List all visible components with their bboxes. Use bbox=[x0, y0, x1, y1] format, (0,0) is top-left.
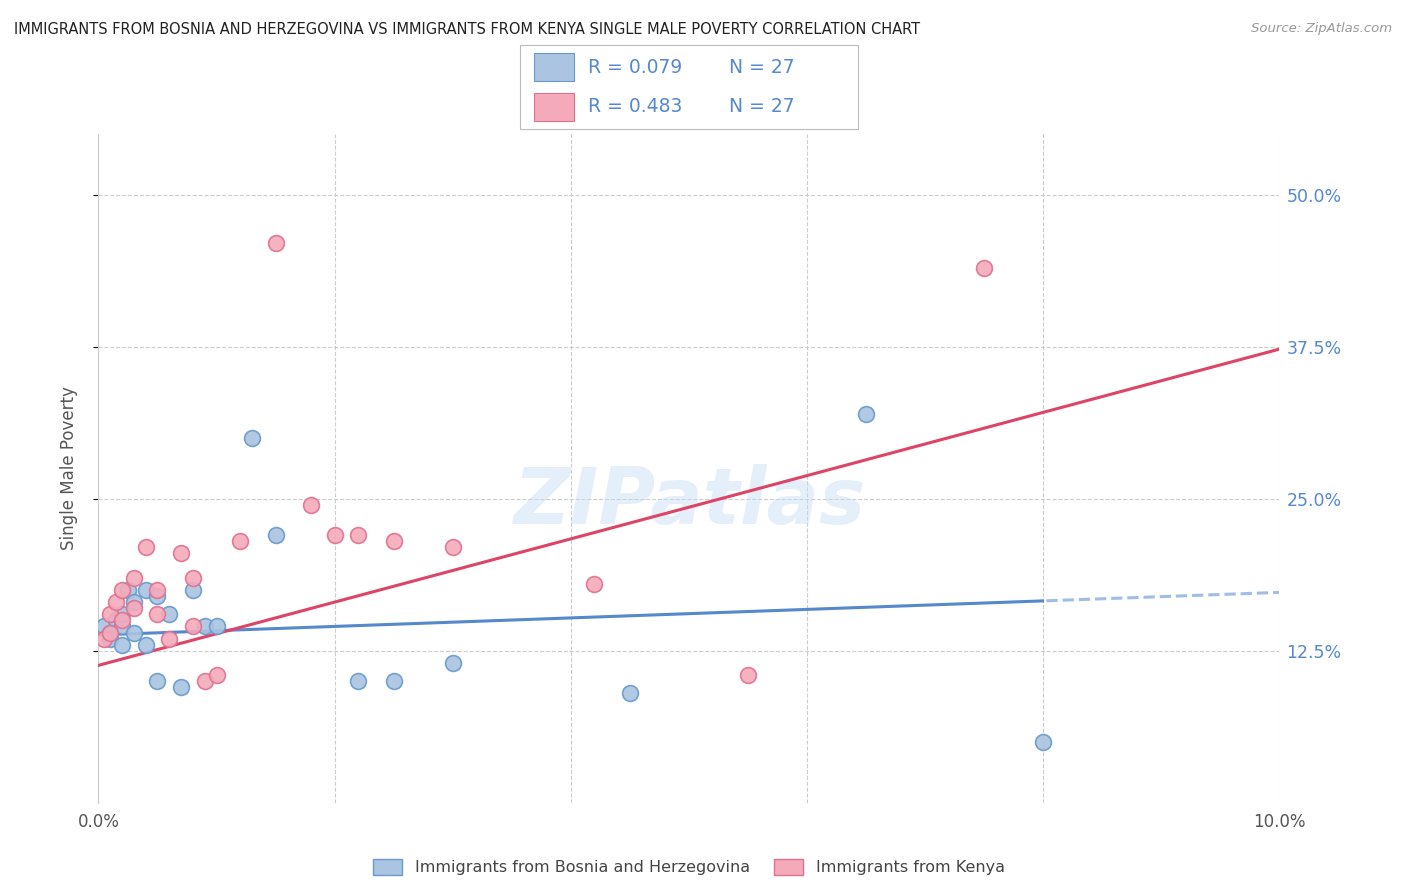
Point bbox=[122, 601, 145, 615]
Point bbox=[619, 686, 641, 700]
Point bbox=[98, 625, 121, 640]
Point bbox=[205, 668, 228, 682]
Point bbox=[146, 607, 169, 622]
Point bbox=[1032, 735, 1054, 749]
Point bbox=[264, 236, 287, 251]
Point bbox=[194, 674, 217, 689]
Point bbox=[111, 613, 134, 627]
Point bbox=[299, 498, 322, 512]
Point bbox=[323, 528, 346, 542]
Point bbox=[264, 528, 287, 542]
Point bbox=[382, 534, 405, 549]
Point bbox=[146, 582, 169, 597]
Point bbox=[240, 431, 263, 445]
Y-axis label: Single Male Poverty: Single Male Poverty bbox=[59, 386, 77, 550]
Point bbox=[98, 632, 121, 646]
Point bbox=[441, 541, 464, 555]
Legend: Immigrants from Bosnia and Herzegovina, Immigrants from Kenya: Immigrants from Bosnia and Herzegovina, … bbox=[367, 853, 1011, 882]
Point bbox=[441, 656, 464, 670]
FancyBboxPatch shape bbox=[534, 93, 574, 120]
Text: Source: ZipAtlas.com: Source: ZipAtlas.com bbox=[1251, 22, 1392, 36]
Point bbox=[111, 638, 134, 652]
FancyBboxPatch shape bbox=[520, 45, 858, 129]
Point bbox=[122, 625, 145, 640]
Point bbox=[737, 668, 759, 682]
Point bbox=[382, 674, 405, 689]
Point bbox=[105, 595, 128, 609]
Point bbox=[111, 582, 134, 597]
Point bbox=[229, 534, 252, 549]
Text: ZIPatlas: ZIPatlas bbox=[513, 464, 865, 540]
Point bbox=[146, 589, 169, 603]
Text: R = 0.483: R = 0.483 bbox=[588, 97, 682, 116]
Point bbox=[98, 607, 121, 622]
Point bbox=[135, 541, 157, 555]
Point bbox=[93, 619, 115, 633]
Point bbox=[146, 674, 169, 689]
Point bbox=[347, 674, 370, 689]
Point bbox=[105, 613, 128, 627]
Point bbox=[135, 638, 157, 652]
Text: N = 27: N = 27 bbox=[730, 58, 794, 77]
Point bbox=[181, 571, 204, 585]
Point bbox=[855, 407, 877, 421]
Point bbox=[111, 607, 134, 622]
Point bbox=[111, 619, 134, 633]
Point bbox=[205, 619, 228, 633]
Point bbox=[135, 582, 157, 597]
Point bbox=[157, 632, 180, 646]
Point bbox=[181, 582, 204, 597]
Point bbox=[347, 528, 370, 542]
Point bbox=[157, 607, 180, 622]
Point bbox=[583, 577, 606, 591]
Text: IMMIGRANTS FROM BOSNIA AND HERZEGOVINA VS IMMIGRANTS FROM KENYA SINGLE MALE POVE: IMMIGRANTS FROM BOSNIA AND HERZEGOVINA V… bbox=[14, 22, 920, 37]
Point bbox=[973, 260, 995, 275]
Point bbox=[122, 595, 145, 609]
Point bbox=[98, 625, 121, 640]
Point bbox=[181, 619, 204, 633]
Point bbox=[194, 619, 217, 633]
Text: N = 27: N = 27 bbox=[730, 97, 794, 116]
Text: R = 0.079: R = 0.079 bbox=[588, 58, 682, 77]
Point bbox=[170, 680, 193, 694]
FancyBboxPatch shape bbox=[534, 54, 574, 81]
Point bbox=[122, 571, 145, 585]
Point bbox=[93, 632, 115, 646]
Point bbox=[170, 546, 193, 560]
Point bbox=[117, 582, 139, 597]
